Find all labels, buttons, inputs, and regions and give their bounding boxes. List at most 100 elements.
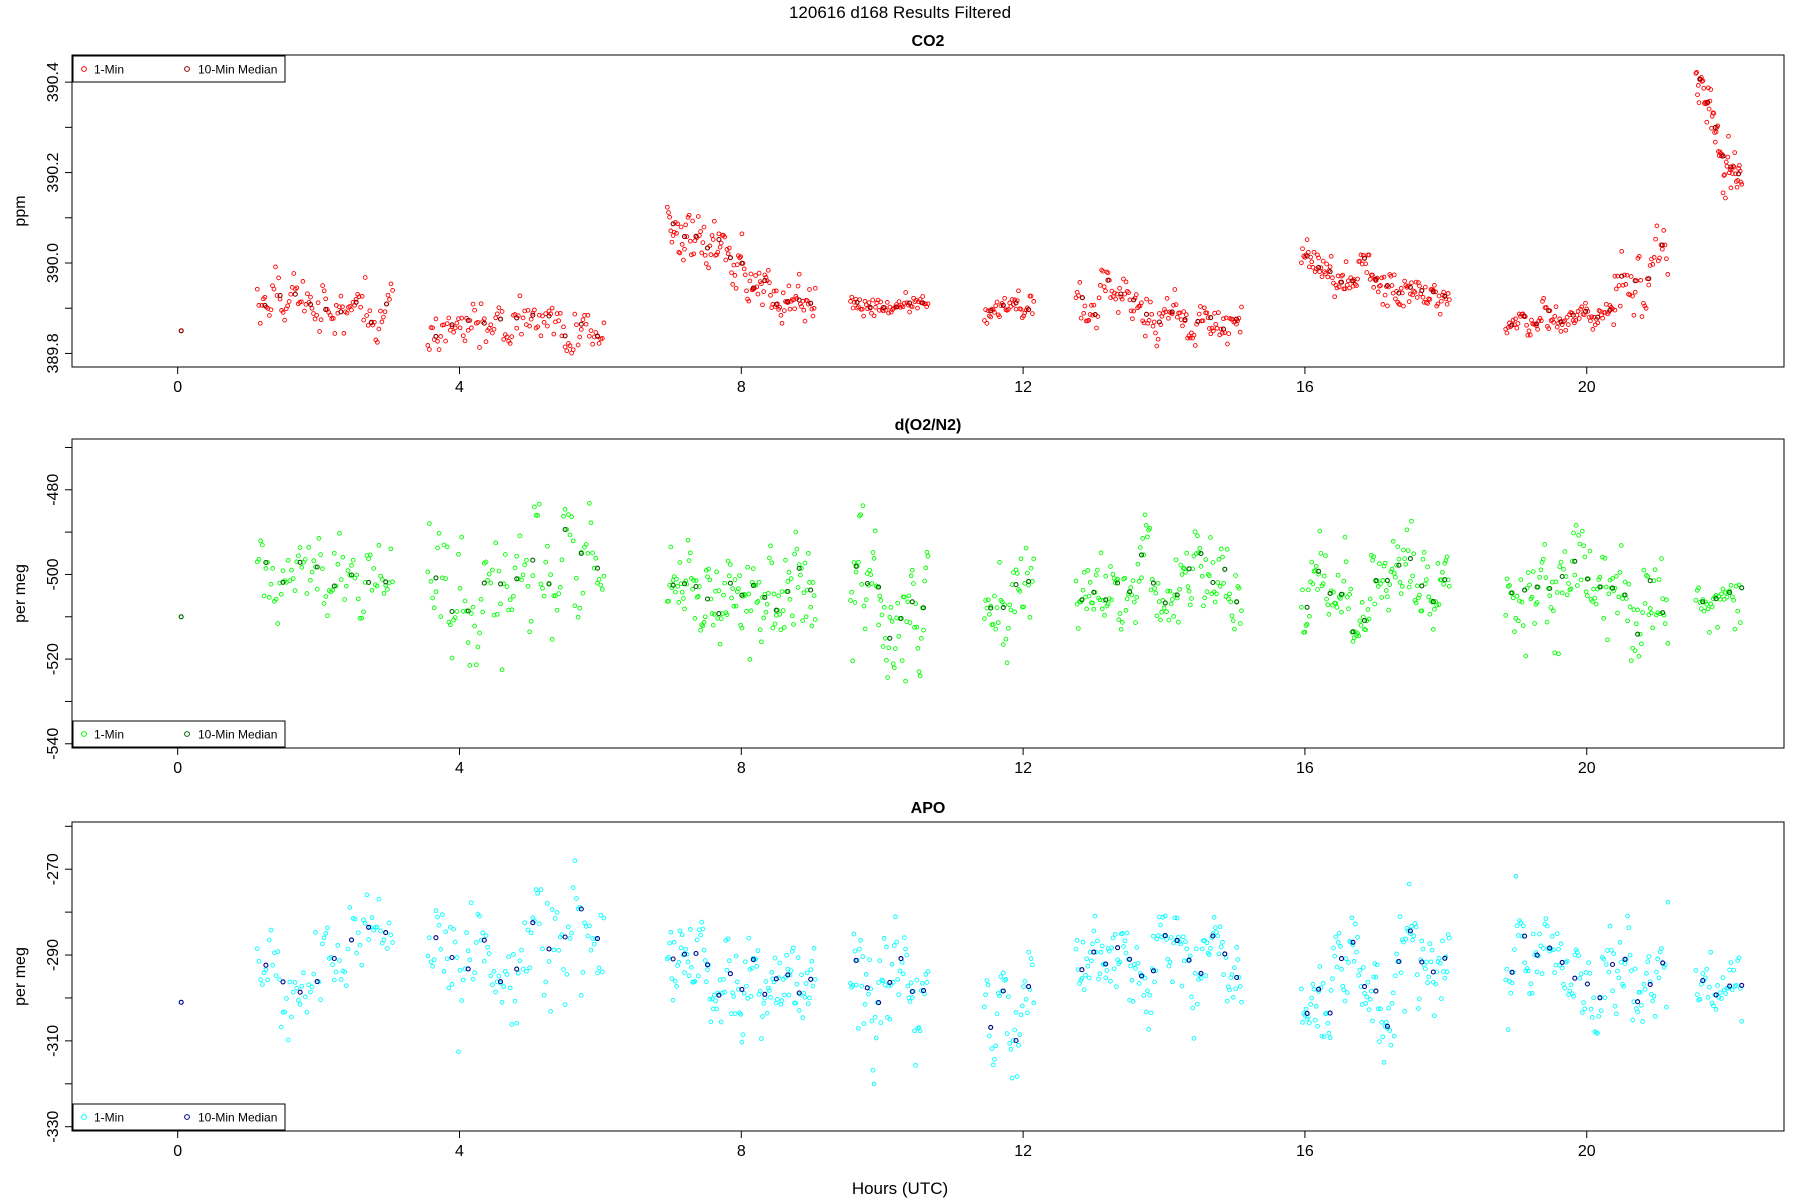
co2-point-1min [675, 221, 680, 227]
apo-x-tick-label: 4 [455, 1143, 464, 1160]
co2-x-tick-label: 0 [173, 379, 182, 396]
apo-point-1min [1694, 992, 1700, 997]
co2-point-1min [1554, 324, 1560, 330]
apo-point-1min [788, 968, 794, 974]
o2n2-point-1min [1543, 575, 1549, 580]
o2n2-point-1min [676, 600, 682, 605]
o2n2-point-1min [1639, 641, 1644, 647]
co2-point-median [1304, 253, 1310, 259]
o2n2-point-1min [891, 665, 897, 671]
o2n2-point-1min [995, 620, 1001, 625]
o2n2-point-median [1186, 566, 1192, 572]
apo-point-1min [1129, 977, 1135, 983]
o2n2-point-1min [753, 583, 758, 588]
o2n2-point-1min [285, 557, 291, 563]
apo-point-1min [707, 996, 713, 1002]
apo-point-1min [483, 933, 489, 938]
co2-point-1min [729, 270, 734, 276]
o2n2-point-1min [1371, 554, 1377, 559]
apo-point-median [1000, 988, 1006, 994]
o2n2-point-1min [1372, 601, 1378, 607]
co2-point-1min [1099, 267, 1104, 273]
o2n2-point-median [263, 559, 269, 566]
apo-point-1min [984, 978, 990, 983]
co2-point-median [716, 236, 722, 243]
apo-point-1min [1003, 976, 1009, 982]
o2n2-point-1min [863, 597, 869, 602]
co2-point-1min [1164, 296, 1170, 301]
o2n2-point-1min [488, 580, 494, 586]
o2n2-point-median [1210, 579, 1216, 586]
co2-point-1min [1078, 315, 1084, 321]
apo-point-1min [726, 958, 732, 964]
o2n2-point-1min [452, 615, 458, 620]
o2n2-point-1min [1381, 563, 1387, 569]
o2n2-point-1min [1191, 553, 1197, 559]
apo-point-1min [1588, 1006, 1594, 1012]
co2-point-1min [1526, 328, 1532, 334]
apo-x-tick-label: 12 [1014, 1143, 1032, 1160]
apo-point-1min [982, 1004, 987, 1010]
o2n2-point-1min [1571, 530, 1576, 536]
o2n2-point-1min [776, 593, 781, 599]
o2n2-x-tick-label: 16 [1296, 760, 1314, 777]
apo-point-1min [1008, 1046, 1014, 1052]
apo-point-1min [512, 998, 518, 1004]
co2-point-1min [528, 316, 534, 322]
o2n2-point-1min [724, 612, 730, 617]
apo-point-1min [674, 984, 679, 989]
o2n2-point-1min [992, 593, 997, 599]
o2n2-point-1min [390, 579, 395, 585]
co2-point-1min [779, 320, 785, 326]
o2n2-point-median [1534, 584, 1540, 590]
o2n2-point-1min [1335, 572, 1341, 578]
apo-point-1min [1220, 939, 1225, 945]
apo-point-1min [914, 977, 920, 983]
o2n2-point-1min [685, 537, 691, 543]
apo-point-1min [725, 936, 731, 942]
apo-point-1min [1402, 1009, 1407, 1014]
co2-point-1min [1422, 284, 1428, 290]
o2n2-point-1min [1696, 585, 1701, 591]
o2n2-point-1min [1309, 559, 1315, 565]
o2n2-point-1min [553, 593, 558, 598]
o2n2-point-median [1547, 585, 1553, 592]
o2n2-point-1min [1223, 594, 1229, 599]
apo-point-1min [1601, 956, 1607, 962]
apo-point-1min [1142, 975, 1148, 981]
apo-point-1min [1613, 1011, 1619, 1017]
o2n2-point-1min [1177, 586, 1182, 592]
apo-point-1min [685, 959, 691, 965]
apo-point-1min [879, 977, 885, 983]
co2-point-1min [1696, 100, 1702, 105]
o2n2-point-1min [1510, 595, 1516, 601]
co2-point-1min [285, 303, 291, 309]
o2n2-point-1min [567, 532, 573, 538]
o2n2-point-median [546, 581, 552, 587]
o2n2-point-1min [1116, 617, 1122, 622]
o2n2-point-1min [1081, 570, 1087, 575]
apo-point-1min [1365, 979, 1371, 985]
apo-point-1min [992, 1056, 997, 1062]
o2n2-point-1min [1519, 599, 1525, 605]
o2n2-point-median [1138, 552, 1145, 558]
apo-point-1min [1731, 967, 1736, 973]
o2n2-point-1min [535, 513, 541, 518]
apo-point-median [383, 930, 389, 936]
apo-point-1min [1097, 971, 1103, 977]
o2n2-point-1min [1649, 610, 1654, 616]
apo-point-1min [533, 887, 539, 892]
apo-point-1min [1440, 938, 1445, 944]
o2n2-point-1min [519, 577, 524, 583]
o2n2-point-1min [1553, 579, 1559, 585]
o2n2-x-tick-label: 8 [737, 760, 746, 777]
o2n2-point-median [1222, 566, 1228, 572]
o2n2-point-1min [316, 536, 322, 541]
co2-point-1min [988, 314, 994, 320]
o2n2-point-1min [1366, 616, 1372, 622]
apo-point-1min [1639, 1002, 1644, 1008]
o2n2-point-1min [1446, 583, 1452, 589]
co2-point-1min [520, 315, 526, 321]
apo-point-1min [897, 968, 903, 974]
co2-point-1min [857, 297, 863, 303]
